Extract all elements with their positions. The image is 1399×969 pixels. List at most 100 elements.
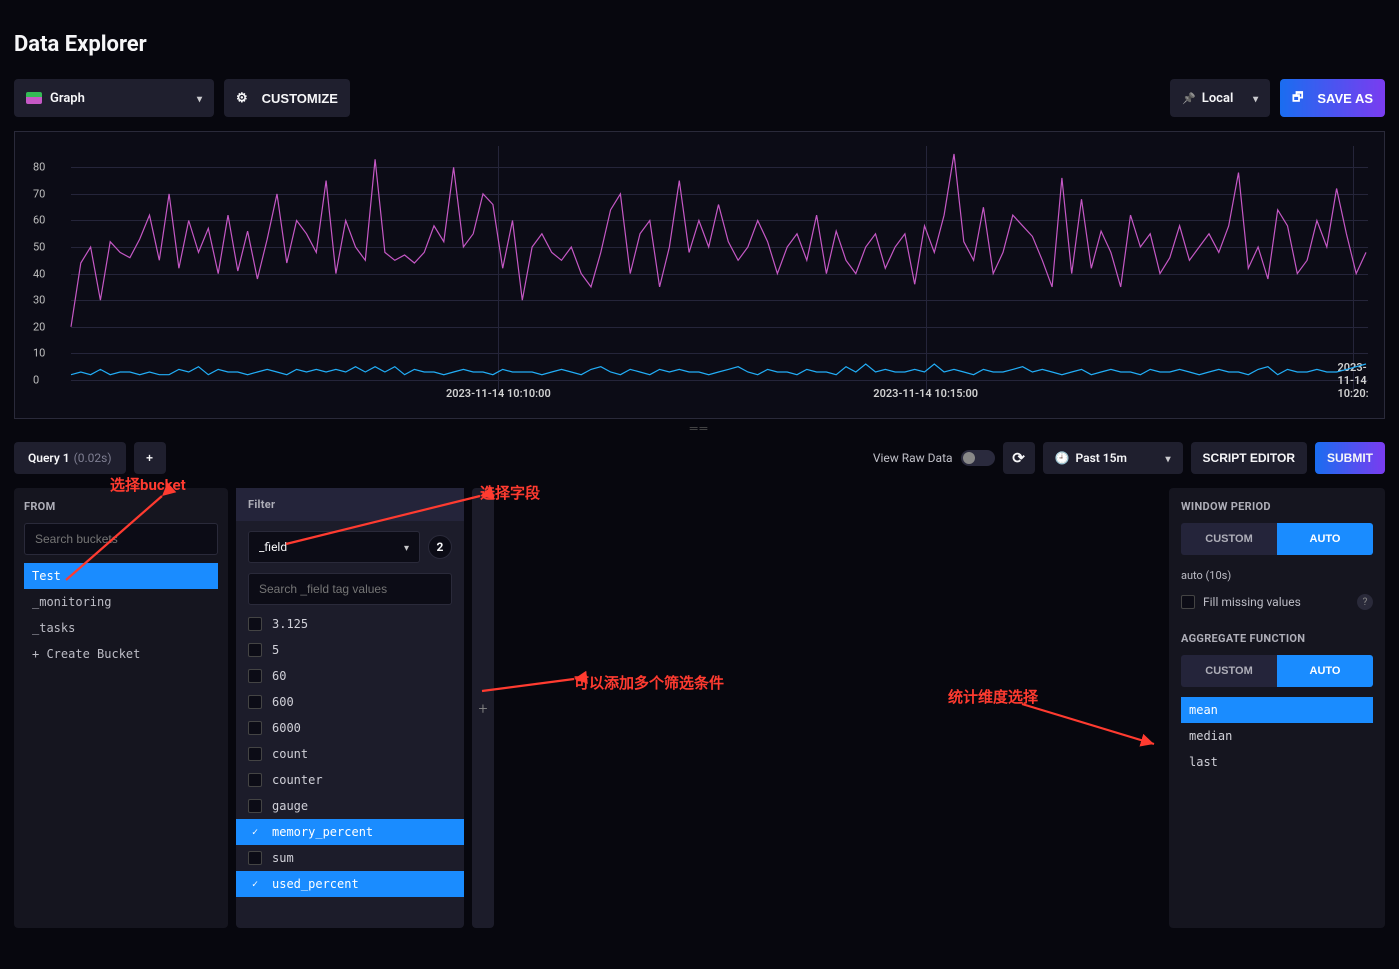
timezone-dropdown[interactable]: Local <box>1170 79 1270 117</box>
aggregate-function-header: AGGREGATE FUNCTION <box>1181 632 1373 645</box>
field-value-label: sum <box>272 851 294 865</box>
chevron-down-icon <box>394 540 409 554</box>
aggregate-custom-button[interactable]: CUSTOM <box>1181 655 1277 687</box>
field-key-label: _field <box>259 540 287 554</box>
checkbox[interactable] <box>248 747 262 761</box>
query-tab-label: Query 1 <box>28 451 70 465</box>
pin-icon <box>1182 91 1202 106</box>
bucket-search-input[interactable] <box>24 523 218 555</box>
bucket-list: Test_monitoring_tasks+ Create Bucket <box>24 563 218 667</box>
window-period-header: WINDOW PERIOD <box>1181 500 1373 513</box>
clock-icon: 🕘 <box>1055 451 1070 465</box>
gear-icon <box>236 90 254 106</box>
fill-missing-checkbox[interactable] <box>1181 595 1195 609</box>
chart-series-used_percent <box>71 364 1366 375</box>
filter-panel: Filter _field 2 3.125 5 60 600 6000 count coun… <box>236 488 464 928</box>
view-raw-data-toggle[interactable]: View Raw Data <box>873 450 995 466</box>
aggregate-segmented: CUSTOM AUTO <box>1181 655 1373 687</box>
from-panel: FROM Test_monitoring_tasks+ Create Bucke… <box>14 488 228 928</box>
window-custom-button[interactable]: CUSTOM <box>1181 523 1277 555</box>
script-editor-button[interactable]: SCRIPT EDITOR <box>1191 442 1307 474</box>
field-value-item[interactable]: count <box>236 741 464 767</box>
field-value-list: 3.125 5 60 600 6000 count counter gauge memory_p… <box>236 611 464 928</box>
resize-handle[interactable]: ══ <box>14 419 1385 438</box>
aggregate-auto-button[interactable]: AUTO <box>1277 655 1373 687</box>
page-title: Data Explorer <box>14 32 1385 57</box>
checkbox[interactable] <box>248 643 262 657</box>
field-value-label: 3.125 <box>272 617 308 631</box>
field-search-input[interactable] <box>248 573 452 605</box>
checkbox[interactable] <box>248 617 262 631</box>
visualization-type-dropdown[interactable]: Graph <box>14 79 214 117</box>
query-tab-time: (0.02s) <box>74 451 112 465</box>
checkbox[interactable] <box>248 721 262 735</box>
customize-button[interactable]: CUSTOMIZE <box>224 79 350 117</box>
aggregate-item[interactable]: last <box>1181 749 1373 775</box>
field-value-label: 6000 <box>272 721 301 735</box>
field-value-label: 5 <box>272 643 279 657</box>
field-value-item[interactable]: memory_percent <box>236 819 464 845</box>
field-value-label: 60 <box>272 669 286 683</box>
customize-label: CUSTOMIZE <box>262 91 338 106</box>
field-value-item[interactable]: sum <box>236 845 464 871</box>
checkbox[interactable] <box>248 851 262 865</box>
fill-missing-label: Fill missing values <box>1203 595 1301 609</box>
aggregate-list: meanmedianlast <box>1181 697 1373 775</box>
save-as-button[interactable]: SAVE AS <box>1280 79 1385 117</box>
aggregate-item[interactable]: mean <box>1181 697 1373 723</box>
field-value-label: count <box>272 747 308 761</box>
query-tab-bar: Query 1 (0.02s) + View Raw Data 🕘 Past 1… <box>14 442 1385 474</box>
script-editor-label: SCRIPT EDITOR <box>1203 451 1295 465</box>
aggregate-item[interactable]: median <box>1181 723 1373 749</box>
toggle-switch[interactable] <box>961 450 995 466</box>
field-value-item[interactable]: counter <box>236 767 464 793</box>
checkbox[interactable] <box>248 877 262 891</box>
refresh-icon <box>1012 449 1025 467</box>
chart-area[interactable]: 010203040506070802023-11-14 10:10:002023… <box>27 142 1372 400</box>
field-value-item[interactable]: used_percent <box>236 871 464 897</box>
bucket-item[interactable]: + Create Bucket <box>24 641 218 667</box>
add-query-button[interactable]: + <box>134 442 166 474</box>
field-value-item[interactable]: 5 <box>236 637 464 663</box>
bucket-item[interactable]: Test <box>24 563 218 589</box>
from-header: FROM <box>24 500 218 513</box>
time-range-dropdown[interactable]: 🕘 Past 15m <box>1043 442 1183 474</box>
checkbox[interactable] <box>248 669 262 683</box>
checkbox[interactable] <box>248 799 262 813</box>
graph-icon <box>26 92 42 104</box>
chart-panel: 010203040506070802023-11-14 10:10:002023… <box>14 131 1385 419</box>
window-auto-button[interactable]: AUTO <box>1277 523 1373 555</box>
save-as-label: SAVE AS <box>1317 91 1373 106</box>
refresh-button[interactable] <box>1003 442 1035 474</box>
field-value-label: used_percent <box>272 877 359 891</box>
checkbox[interactable] <box>248 825 262 839</box>
field-value-label: memory_percent <box>272 825 373 839</box>
checkbox[interactable] <box>248 773 262 787</box>
field-value-label: gauge <box>272 799 308 813</box>
field-value-item[interactable]: 600 <box>236 689 464 715</box>
field-value-item[interactable]: 6000 <box>236 715 464 741</box>
window-panel: WINDOW PERIOD CUSTOM AUTO auto (10s) Fil… <box>1169 488 1385 928</box>
selected-count-badge: 2 <box>428 535 452 559</box>
time-range-label: Past 15m <box>1075 451 1126 465</box>
chevron-down-icon <box>187 91 202 106</box>
window-period-segmented: CUSTOM AUTO <box>1181 523 1373 555</box>
field-key-dropdown[interactable]: _field <box>248 531 420 563</box>
bucket-item[interactable]: _monitoring <box>24 589 218 615</box>
field-value-item[interactable]: gauge <box>236 793 464 819</box>
field-value-item[interactable]: 3.125 <box>236 611 464 637</box>
checkbox[interactable] <box>248 695 262 709</box>
field-value-item[interactable]: 60 <box>236 663 464 689</box>
help-icon[interactable]: ? <box>1357 594 1373 610</box>
query-tab-1[interactable]: Query 1 (0.02s) <box>14 442 126 474</box>
toolbar: Graph CUSTOMIZE Local SAVE AS <box>14 79 1385 117</box>
add-filter-button[interactable]: + <box>472 488 494 928</box>
filter-header: Filter <box>236 488 464 521</box>
submit-button[interactable]: SUBMIT <box>1315 442 1385 474</box>
view-raw-label: View Raw Data <box>873 451 953 465</box>
bucket-item[interactable]: _tasks <box>24 615 218 641</box>
save-icon <box>1292 88 1309 109</box>
submit-label: SUBMIT <box>1327 451 1373 465</box>
plus-icon: + <box>146 451 153 465</box>
fill-missing-row[interactable]: Fill missing values ? <box>1181 594 1373 610</box>
